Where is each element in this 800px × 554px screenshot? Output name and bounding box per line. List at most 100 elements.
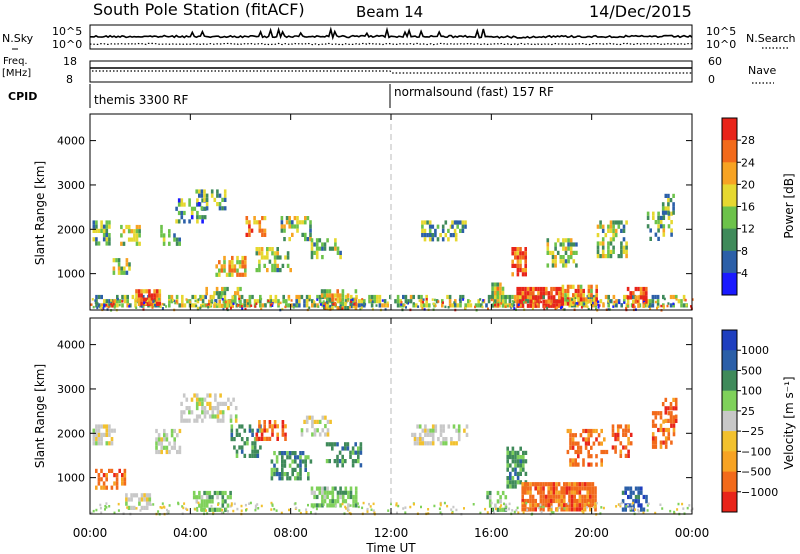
power-cell [506,294,509,300]
power-cell [144,303,147,306]
velocity-cell [595,501,598,505]
velocity-cell [662,419,665,424]
velocity-cell [688,504,691,507]
power-cell [436,224,440,229]
velocity-cell [313,428,317,433]
power-cell [511,303,514,306]
power-cell [246,299,249,304]
power-cell [173,299,176,303]
velocity-cell [397,504,400,508]
power-cell [359,308,362,311]
power-cell [577,293,580,298]
power-cell [609,254,613,259]
power-cell [248,224,251,229]
velocity-cell [216,495,219,500]
power-cell [298,220,302,225]
power-cell [521,251,525,256]
velocity-cell [581,494,584,499]
velocity-cell [622,432,625,437]
velocity-cell [359,463,363,468]
velocity-cell [509,471,512,476]
velocity-cell [271,432,274,437]
power-cell [326,238,329,243]
power-cell [529,286,532,292]
velocity-cell [95,508,98,512]
power-cell [448,294,452,300]
velocity-cell [499,499,502,504]
power-cell [560,303,564,308]
velocity-cell [260,432,264,437]
power-cell [329,304,332,308]
velocity-cell [413,441,417,446]
velocity-cell [629,494,633,500]
velocity-cell [570,503,574,508]
power-cell [100,294,103,300]
power-cell [318,238,322,243]
power-cell [234,291,237,296]
velocity-cell [587,441,590,446]
velocity-cell [416,424,419,429]
velocity-cell [589,490,592,495]
power-cell [469,303,473,308]
velocity-cell [145,493,149,498]
power-cell [309,224,312,229]
power-cell [102,237,106,242]
velocity-cell [163,445,166,450]
power-cell [432,302,435,305]
power-cell [634,286,638,292]
velocity-cell [570,494,574,499]
velocity-cell [569,462,572,467]
power-cell [669,303,673,308]
power-cell [91,298,94,301]
power-cell [639,286,643,292]
power-cell [261,232,264,237]
velocity-cell [115,485,119,490]
velocity-cell [455,508,458,512]
velocity-cell [188,410,191,415]
velocity-cell [354,499,358,504]
power-cell [126,303,129,308]
velocity-cell [426,428,430,433]
velocity-cell [429,432,432,437]
velocity-cell [263,420,266,425]
velocity-cell [522,455,525,460]
velocity-cell [195,414,199,419]
velocity-cell [339,494,342,500]
velocity-cell [138,497,141,502]
power-cell [479,298,482,301]
velocity-cell [578,490,582,495]
velocity-cell [557,503,561,508]
power-cell [501,290,505,296]
velocity-cell [258,420,261,425]
velocity-cell [387,509,390,512]
power-cell [405,306,407,309]
power-cell [637,286,640,292]
velocity-cell [200,508,203,512]
power-cell [441,228,445,233]
velocity-cell [222,511,225,514]
velocity-cell [230,424,234,429]
power-cell [654,294,657,300]
power-cell [105,224,109,229]
velocity-cell [352,494,355,500]
cpid-label: CPID [8,90,37,103]
power-cell [288,216,291,221]
power-cell [201,215,204,220]
velocity-cell [349,504,352,507]
power-cell [431,224,435,229]
velocity-cell [549,509,552,512]
power-cell [254,305,257,308]
power-cell [125,270,129,275]
power-cell [596,245,600,250]
velocity-cell [185,397,189,402]
velocity-cell [571,458,575,463]
power-cell [683,298,686,302]
power-cell [196,198,199,203]
power-cell [670,211,673,216]
velocity-cell [176,449,179,455]
velocity-cell [349,454,352,459]
power-cell [173,237,176,242]
velocity-cell [552,498,556,504]
power-cell [203,193,206,198]
power-cell [569,301,572,306]
